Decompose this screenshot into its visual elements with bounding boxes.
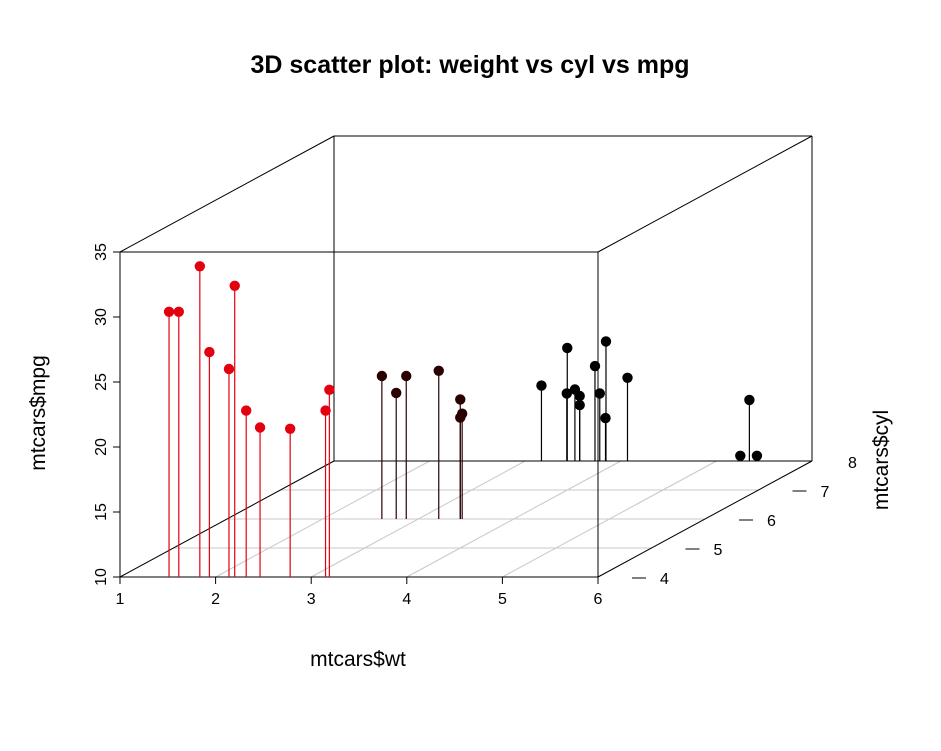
y-tick-label: 5 [714,542,723,559]
z-axis-title: mtcars$mpg [27,355,50,471]
drop-lines [168,266,758,577]
x-tick-label: 6 [594,591,603,608]
data-point [600,412,611,424]
data-point [223,363,235,375]
z-tick-label: 25 [93,373,110,391]
data-point [401,370,412,382]
data-point [229,280,240,291]
x-axis-title: mtcars$wt [310,648,406,671]
data-point [735,450,746,461]
z-tick-label: 20 [93,438,110,456]
data-point [194,261,206,272]
data-point [561,388,572,399]
y-tick-label: 6 [767,513,776,530]
data-point [536,380,547,391]
y-axis-title: mtcars$cyl [870,410,893,510]
data-point [622,372,633,383]
x-tick-label: 2 [211,591,220,608]
z-tick-label: 15 [93,503,110,521]
data-points [163,261,763,461]
data-point [254,422,266,433]
data-point [589,360,601,372]
axis-box [119,135,813,578]
data-point [594,388,605,399]
z-tick-label: 10 [93,568,110,586]
x-tick-label: 1 [116,591,125,608]
data-point [376,370,388,382]
data-point [574,399,585,411]
data-point [240,405,252,416]
z-tick-label: 30 [93,308,110,326]
data-point [751,450,763,461]
data-point [320,405,331,416]
data-point [391,387,402,399]
data-point [600,336,612,347]
y-tick-label: 4 [660,571,669,588]
axis-ticks: 1 2 3 4 5 6 10 15 20 25 30 35 4 5 6 7 8 [93,243,857,608]
data-point [324,384,335,395]
floor-grid [119,460,813,578]
box-edge [119,135,335,253]
data-point [204,346,215,358]
data-point [455,394,466,405]
chart-title: 3D scatter plot: weight vs cyl vs mpg [250,51,689,79]
y-tick-label: 8 [848,455,857,472]
x-tick-label: 4 [402,591,411,608]
data-point [574,390,585,402]
data-point [744,394,755,406]
data-point [456,408,468,419]
x-tick-label: 3 [307,591,316,608]
y-tick-label: 7 [821,484,830,501]
z-tick-label: 35 [93,243,110,261]
box-edge [597,135,813,253]
data-point [562,342,573,354]
x-tick-label: 5 [498,591,507,608]
box-edge [119,460,335,578]
data-point [284,423,296,434]
data-point [173,306,184,317]
data-point [163,306,175,317]
data-point [433,365,444,376]
box-edge [597,460,813,578]
